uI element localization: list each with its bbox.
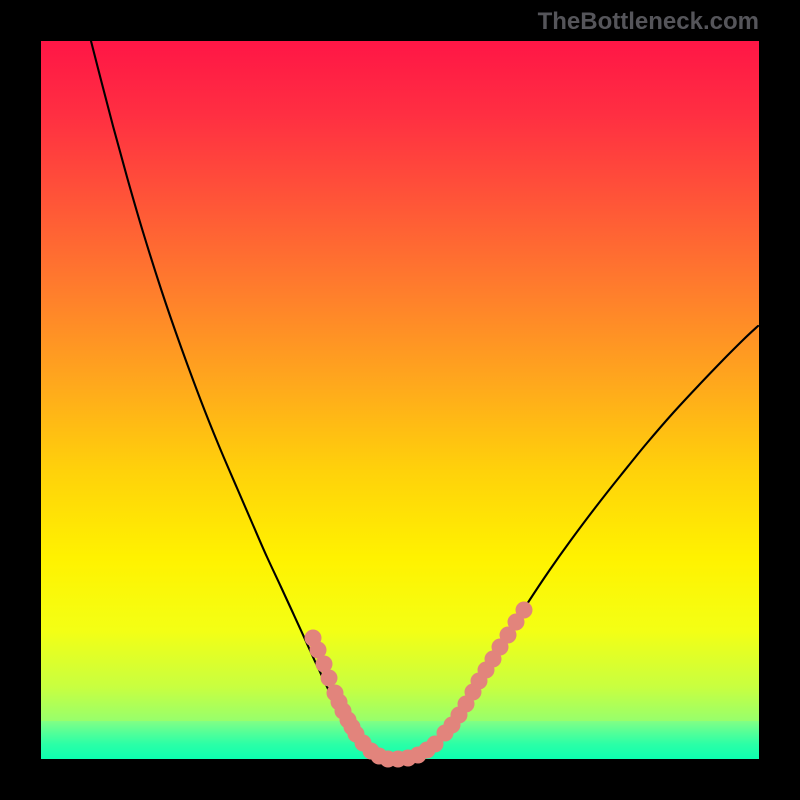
chart-root: TheBottleneck.com bbox=[0, 0, 800, 800]
bottom-green-band bbox=[41, 721, 759, 759]
watermark-label: TheBottleneck.com bbox=[538, 8, 759, 36]
plot-background bbox=[41, 41, 759, 759]
